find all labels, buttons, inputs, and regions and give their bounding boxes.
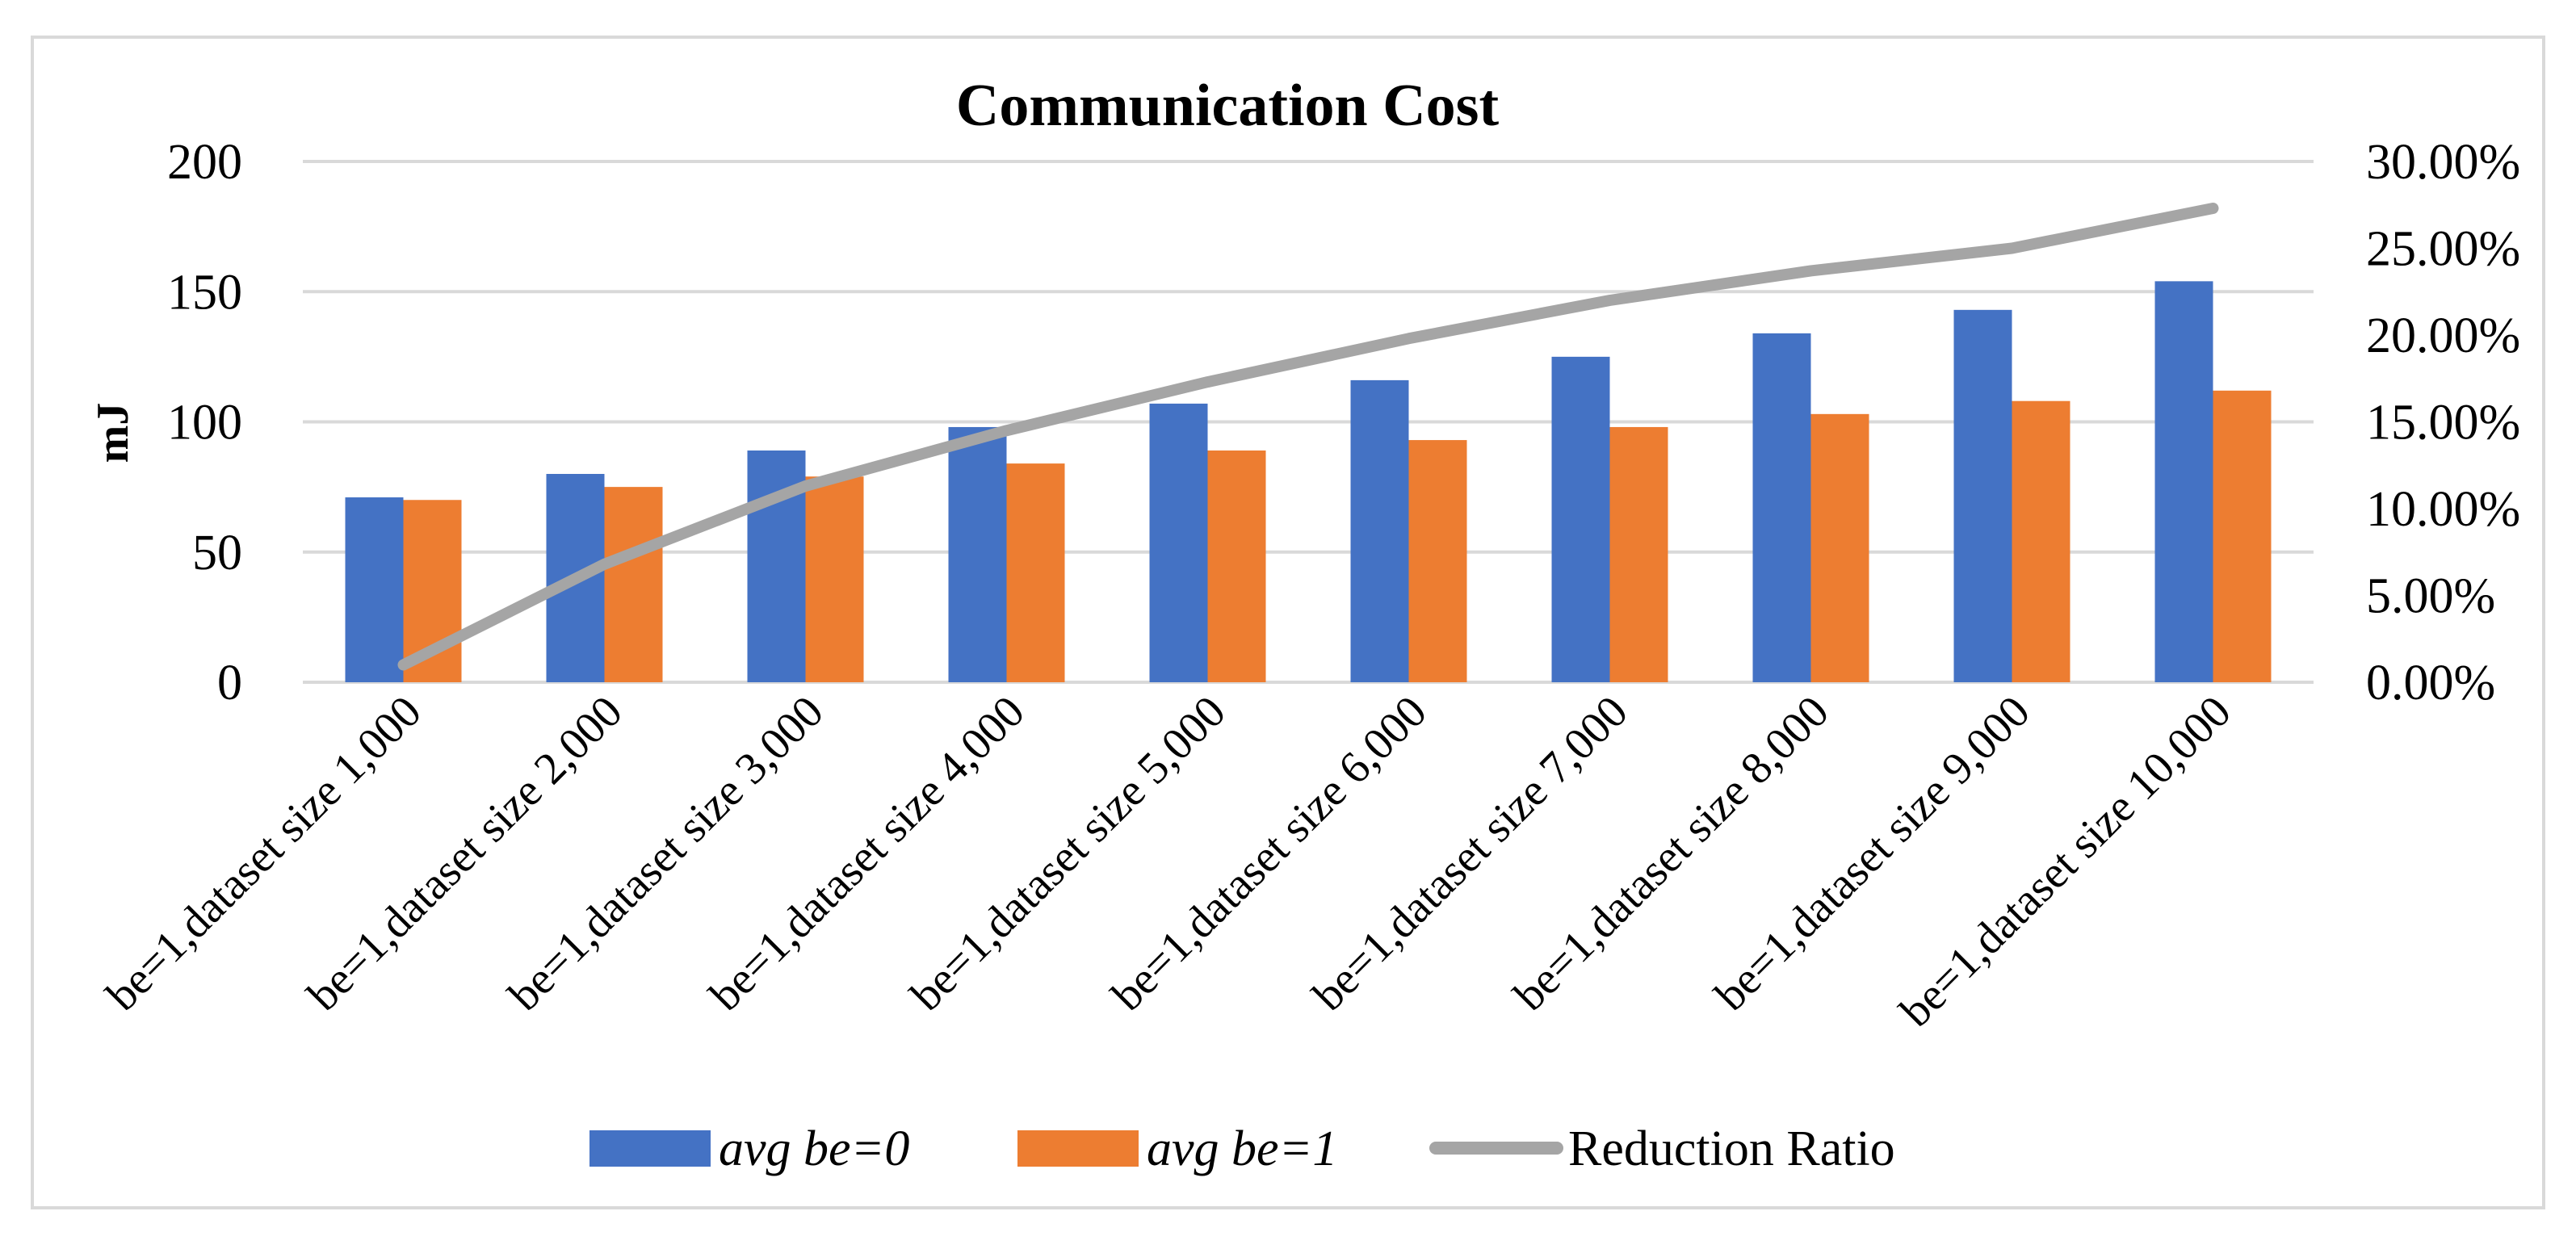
y-tick-label: 150 [167,265,242,320]
bar-avg-be1 [1408,440,1467,682]
legend-label-avg-be1: avg be=1 [1147,1121,1337,1176]
bar-avg-be0 [345,497,404,682]
y-tick-label: 50 [192,526,242,580]
bar-avg-be0 [1752,333,1811,682]
bar-avg-be1 [1006,463,1065,682]
y-tick-label: 100 [167,396,242,451]
bar-avg-be1 [1207,450,1266,682]
bar-avg-be1 [1810,413,1869,682]
y-axis-label: mJ [88,403,138,463]
y2-tick-label: 25.00% [2366,222,2520,277]
legend-swatch-avg-be1 [1017,1130,1139,1167]
y-tick-label: 0 [217,656,242,710]
bar-avg-be1 [604,487,663,682]
y2-tick-label: 10.00% [2366,482,2520,537]
bar-avg-be1 [2012,400,2070,682]
legend-label-reduction-ratio: Reduction Ratio [1568,1121,1895,1176]
reduction-ratio-line [397,203,2219,671]
legend-swatch-avg-be0 [589,1130,711,1167]
bar-avg-be0 [1149,403,1208,682]
y2-tick-label: 30.00% [2366,135,2520,190]
y2-tick-label: 0.00% [2366,656,2495,710]
y2-axis-ticks: 0.00% 5.00% 10.00% 15.00% 20.00% 25.00% 30.00% [2366,135,2520,710]
y2-tick-label: 20.00% [2366,308,2520,363]
bar-avg-be0 [1953,309,2012,682]
y-axis-ticks: 0 50 100 150 200 [167,135,242,710]
y-tick-label: 200 [167,135,242,190]
bar-avg-be0 [1350,379,1409,682]
reduction-ratio-line-group [397,203,2219,671]
bar-avg-be1 [805,476,864,682]
y2-tick-label: 5.00% [2366,569,2495,624]
legend-label-avg-be0: avg be=0 [719,1121,909,1176]
bars [345,281,2272,682]
bar-avg-be1 [1609,426,1668,682]
bar-avg-be0 [2154,281,2213,682]
bar-avg-be0 [948,426,1007,682]
chart-title: Communication Cost [956,73,1500,139]
bar-avg-be1 [2213,390,2272,682]
bar-avg-be0 [1551,356,1610,682]
y2-tick-label: 15.00% [2366,396,2520,451]
legend: avg be=0 avg be=1 Reduction Ratio [589,1121,1895,1176]
